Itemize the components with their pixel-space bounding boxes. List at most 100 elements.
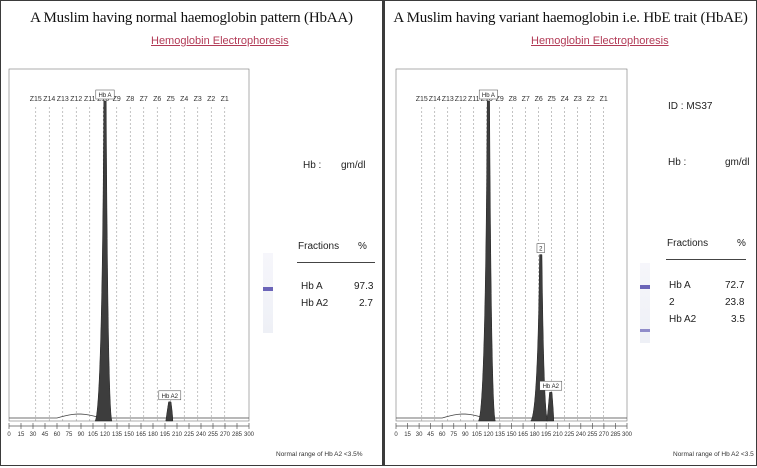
plot-area xyxy=(395,68,628,422)
left-hb-unit: gm/dl xyxy=(341,160,366,171)
zone-label: Z12 xyxy=(70,96,82,103)
x-tick-label: 15 xyxy=(18,432,25,438)
peak-label-box xyxy=(158,390,182,401)
peak xyxy=(94,100,113,422)
right-gel-band-hba xyxy=(640,285,650,289)
baseline-trace xyxy=(9,413,249,419)
left-footnote: Normal range of Hb A2 <3.5% xyxy=(276,451,363,458)
zone-label: Z13 xyxy=(442,96,454,103)
zone-label: Z8 xyxy=(126,96,134,103)
x-tick-label: 300 xyxy=(622,432,633,438)
x-tick-label: 30 xyxy=(416,432,423,438)
zone-label: Z3 xyxy=(194,96,202,103)
x-tick-label: 135 xyxy=(112,432,123,438)
left-report-panel: A Muslim having normal haemoglobin patte… xyxy=(0,0,383,466)
plot-area xyxy=(8,68,250,422)
x-tick-label: 225 xyxy=(564,432,575,438)
left-fraction-name: Hb A2 xyxy=(301,298,329,309)
zone-label: Z5 xyxy=(167,96,175,103)
x-tick-label: 210 xyxy=(172,432,183,438)
x-tick-label: 15 xyxy=(404,432,411,438)
right-fraction-value: 23.8 xyxy=(725,297,745,308)
peak-label: Hb A xyxy=(98,93,111,99)
right-fraction-value: 72.7 xyxy=(725,280,745,291)
x-tick-label: 30 xyxy=(30,432,37,438)
zone-label: Z15 xyxy=(30,96,42,103)
x-tick-label: 45 xyxy=(42,432,49,438)
x-tick-label: 210 xyxy=(553,432,564,438)
zone-label: Z9 xyxy=(496,96,504,103)
x-tick-label: 240 xyxy=(196,432,207,438)
zone-label: Z2 xyxy=(587,96,595,103)
x-tick-label: 0 xyxy=(7,432,11,438)
zone-label: Z4 xyxy=(180,96,188,103)
x-tick-label: 60 xyxy=(439,432,446,438)
zone-label: Z2 xyxy=(207,96,215,103)
x-tick-label: 75 xyxy=(450,432,457,438)
x-tick-label: 180 xyxy=(530,432,541,438)
x-tick-label: 135 xyxy=(495,432,506,438)
zone-label: Z10 xyxy=(97,96,109,103)
zone-label: Z10 xyxy=(481,96,493,103)
right-hb-label: Hb : xyxy=(668,157,687,168)
right-fraction-value: 3.5 xyxy=(731,314,745,325)
right-fraction-name: 2 xyxy=(669,297,675,308)
x-tick-label: 75 xyxy=(66,432,73,438)
zone-label: Z1 xyxy=(221,96,229,103)
right-fractions-divider xyxy=(666,259,746,260)
left-hb-label: Hb : xyxy=(303,160,322,171)
left-fraction-value: 97.3 xyxy=(354,281,374,292)
zone-label: Z14 xyxy=(43,96,55,103)
zone-label: Z6 xyxy=(153,96,161,103)
x-tick-label: 105 xyxy=(88,432,99,438)
zone-label: Z6 xyxy=(535,96,543,103)
zone-label: Z1 xyxy=(600,96,608,103)
x-tick-label: 270 xyxy=(599,432,610,438)
peak-label: Hb A2 xyxy=(543,384,560,390)
x-tick-label: 270 xyxy=(220,432,231,438)
peak xyxy=(546,391,555,422)
left-percent-header: % xyxy=(358,241,367,252)
x-tick-label: 240 xyxy=(576,432,587,438)
zone-label: Z7 xyxy=(140,96,148,103)
left-chart-title: A Muslim having normal haemoglobin patte… xyxy=(30,10,353,26)
peak xyxy=(477,100,496,422)
x-tick-label: 195 xyxy=(541,432,552,438)
zone-label: Z11 xyxy=(468,96,480,103)
zone-label: Z13 xyxy=(57,96,69,103)
zone-label: Z3 xyxy=(574,96,582,103)
x-tick-label: 285 xyxy=(232,432,243,438)
peak-label-box xyxy=(539,380,563,391)
zone-label: Z11 xyxy=(84,96,96,103)
peak-label-box xyxy=(536,243,545,253)
zone-label: Z12 xyxy=(455,96,467,103)
peak-label-box xyxy=(95,89,115,100)
right-electropherogram: Z15 Z14 Z13 Z12 Z11 Z10 Z9 Z8 Z7 Z6 Z5 Z4 Z3 Z2 Z10 15 3… xyxy=(394,68,633,438)
left-chart-subtitle: Hemoglobin Electrophoresis xyxy=(151,35,289,47)
right-fraction-name: Hb A xyxy=(669,280,691,291)
x-tick-label: 150 xyxy=(506,432,517,438)
left-gel-strip xyxy=(263,253,273,333)
peak-label: 2 xyxy=(539,247,543,253)
zone-label: Z9 xyxy=(113,96,121,103)
x-tick-label: 45 xyxy=(427,432,434,438)
x-tick-label: 90 xyxy=(78,432,85,438)
left-fractions-header: Fractions xyxy=(298,241,340,252)
zone-label: Z4 xyxy=(561,96,569,103)
x-tick-label: 180 xyxy=(148,432,159,438)
x-tick-label: 165 xyxy=(136,432,147,438)
peak-label: Hb A2 xyxy=(162,394,179,400)
zone-label: Z8 xyxy=(509,96,517,103)
peak xyxy=(165,401,174,422)
right-percent-header: % xyxy=(737,238,746,249)
x-tick-label: 120 xyxy=(100,432,111,438)
right-chart-subtitle: Hemoglobin Electrophoresis xyxy=(531,35,669,47)
left-fractions-divider xyxy=(297,262,375,263)
left-fraction-value: 2.7 xyxy=(359,298,373,309)
left-electropherogram: Z15 Z14 Z13 Z12 Z11 Z10 Z9 Z8 Z7 Z6 Z5 Z4 Z3 Z2 Z10 15 3… xyxy=(7,68,255,438)
right-chart-title: A Muslim having variant haemoglobin i.e.… xyxy=(393,10,748,26)
zone-label: Z15 xyxy=(416,96,428,103)
x-tick-label: 0 xyxy=(394,432,398,438)
right-gel-band-variant xyxy=(640,329,650,332)
x-tick-label: 120 xyxy=(483,432,494,438)
